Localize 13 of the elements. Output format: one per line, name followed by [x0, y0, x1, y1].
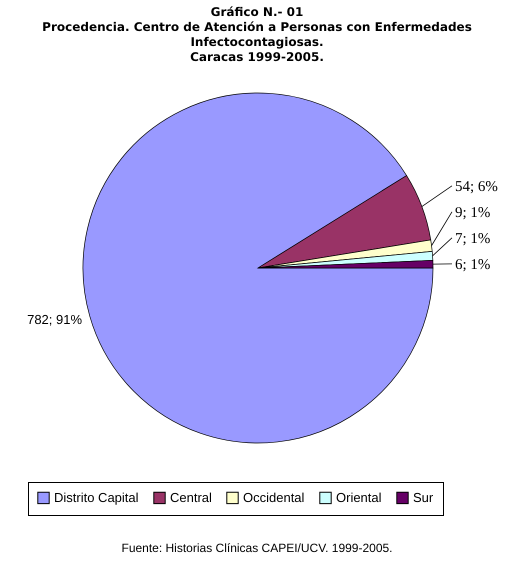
legend-label: Occidental [243, 490, 305, 505]
legend-label: Central [170, 490, 212, 505]
data-label: 54; 6% [455, 178, 498, 195]
data-label: 782; 91% [27, 312, 82, 327]
legend-label: Oriental [336, 490, 382, 505]
data-label: 6; 1% [455, 256, 490, 273]
data-label: 7; 1% [455, 230, 490, 247]
source-note: Fuente: Historias Clínicas CAPEI/UCV. 1999-2005. [121, 541, 393, 555]
chart-title: Gráfico N.- 01 Procedencia. Centro de Atención a Personas con Enfermedades Infectocontagiosas. Caracas 1999-2005. [42, 5, 472, 64]
data-label: 9; 1% [455, 204, 490, 221]
legend-label: Distrito Capital [54, 490, 139, 505]
pie-slice [82, 92, 434, 444]
legend-label: Sur [413, 490, 434, 505]
